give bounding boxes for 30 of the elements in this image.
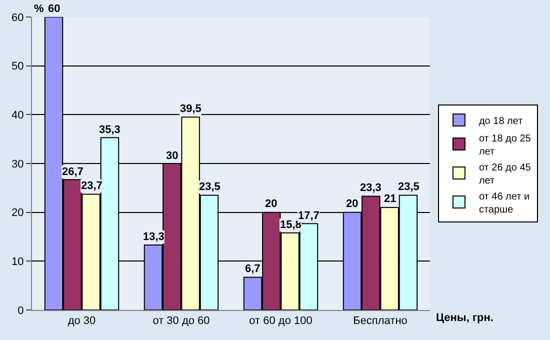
x-tick-label: до 30 — [68, 315, 96, 328]
y-tick-label: 0 — [18, 304, 24, 317]
data-label: 39,5 — [180, 103, 202, 115]
y-tick-label: 60 — [12, 12, 24, 24]
legend-label: до 18 лет — [478, 116, 524, 127]
data-label: 30 — [166, 150, 178, 162]
y-tick-label: 20 — [12, 207, 24, 220]
data-label: 23,3 — [360, 182, 382, 194]
x-axis-title: Цены, грн. — [436, 312, 494, 324]
data-label: 35,3 — [99, 124, 120, 136]
data-label: 13,3 — [143, 231, 164, 243]
data-label: 23,7 — [81, 180, 102, 192]
y-tick-label: 10 — [12, 256, 24, 268]
data-label: 21 — [384, 193, 396, 205]
y-axis-title: % — [34, 3, 44, 15]
y-tick-label: 50 — [12, 60, 24, 73]
x-tick-label: от 60 до 100 — [249, 315, 312, 328]
y-tick-label: 40 — [12, 110, 24, 122]
x-tick-label: от 30 до 60 — [152, 315, 210, 328]
y-tick-label: 30 — [12, 158, 24, 170]
data-label: 6,7 — [245, 263, 260, 275]
data-label: 20 — [346, 198, 358, 210]
legend-label: от 46 лет и старше — [478, 191, 530, 216]
data-label: 60 — [48, 3, 60, 15]
x-tick-label: Бесплатно — [353, 315, 408, 328]
data-label: 23,5 — [398, 181, 420, 193]
data-label: 17,7 — [298, 210, 320, 222]
data-label: 23,5 — [199, 181, 220, 193]
data-label: 20 — [265, 198, 278, 210]
data-label: 26,7 — [62, 166, 84, 178]
